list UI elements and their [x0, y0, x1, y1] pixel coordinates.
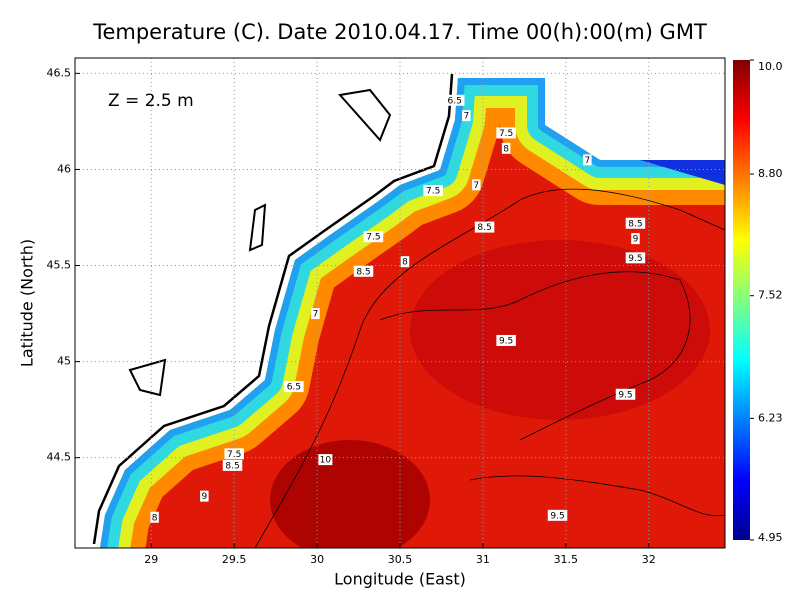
contour-label-box — [318, 454, 333, 466]
colorbar-tick-label: 8.80 — [758, 167, 783, 180]
warm-core — [410, 240, 710, 420]
y-tick-label: 44.5 — [47, 451, 72, 464]
contour-label: 7.5 — [227, 450, 241, 460]
colorbar-tick-label: 10.0 — [758, 60, 783, 73]
contour-label: 9 — [201, 492, 207, 502]
contour-label: 9.5 — [618, 390, 632, 400]
x-tick-label: 29 — [144, 553, 158, 566]
contour-label-box — [472, 179, 481, 191]
y-tick-label: 46 — [57, 162, 71, 175]
contour-label-box — [462, 110, 471, 122]
contour-label: 9 — [633, 235, 639, 245]
x-tick-label: 29.5 — [222, 553, 247, 566]
contour-label: 7.5 — [499, 129, 513, 139]
contour-line — [379, 271, 691, 441]
cold-water — [640, 160, 725, 185]
contour-label-box — [363, 231, 384, 243]
x-tick-label: 32 — [642, 553, 656, 566]
x-axis-label: Longitude (East) — [334, 570, 466, 589]
contour-label-box — [625, 217, 646, 229]
contour-label-box — [222, 459, 243, 471]
contour-label: 6.5 — [287, 383, 301, 393]
contour-label-box — [400, 256, 410, 268]
contour-label: 10 — [320, 456, 332, 466]
warm-core — [270, 440, 430, 548]
contour-label: 7.5 — [366, 233, 380, 243]
contour-label: 8.5 — [356, 267, 370, 277]
contour-label: 7 — [313, 310, 319, 320]
contour-label: 8.5 — [628, 219, 642, 229]
contour-label: 7.5 — [426, 187, 440, 197]
contour-label-box — [224, 448, 244, 460]
contour-label-box — [200, 490, 209, 502]
y-tick-label: 45.5 — [47, 259, 72, 272]
contour-label-box — [474, 221, 495, 233]
contour-label: 8 — [402, 258, 408, 268]
contour-line — [469, 475, 725, 517]
contour-label-box — [631, 233, 640, 245]
contour-label-box — [423, 185, 443, 197]
annotation: Z = 2.5 m — [108, 91, 194, 111]
coastline — [128, 88, 392, 397]
contour-label-box — [284, 381, 304, 393]
plot-area — [92, 73, 725, 548]
contour-line — [254, 188, 725, 548]
contour-label: 8.5 — [225, 461, 239, 471]
contour-label: 9.5 — [550, 511, 564, 521]
contour-label-box — [496, 334, 516, 346]
contour-label: 8.5 — [477, 223, 491, 233]
contour-label-box — [501, 142, 511, 154]
coastline — [92, 73, 454, 545]
y-tick-label: 45 — [57, 355, 71, 368]
colorbar-tick-label: 4.95 — [758, 531, 783, 544]
contour-label-box — [150, 511, 159, 523]
colorbar-tick-label: 7.52 — [758, 289, 783, 302]
contour-label-box — [615, 388, 636, 400]
title: Temperature (C). Date 2010.04.17. Time 0… — [92, 20, 707, 44]
colorbar — [733, 60, 750, 540]
contour-label: 7 — [463, 112, 469, 122]
y-axis-label: Latitude (North) — [18, 239, 37, 367]
x-tick-label: 31.5 — [554, 553, 579, 566]
contour-label: 8 — [152, 513, 158, 523]
contour-label: 6.5 — [448, 96, 462, 106]
x-tick-label: 30 — [310, 553, 324, 566]
contour-label-box — [625, 252, 646, 264]
contour-label-box — [444, 94, 465, 106]
x-tick-label: 31 — [476, 553, 490, 566]
contour-label: 8 — [503, 144, 509, 154]
y-tick-label: 46.5 — [47, 66, 72, 79]
contour-label-box — [353, 265, 374, 277]
temperature-field — [100, 78, 725, 548]
contour-label: 9.5 — [499, 336, 513, 346]
contour-label-box — [496, 127, 516, 139]
contour-label: 9.5 — [628, 254, 642, 264]
contour-label: 7 — [473, 181, 479, 191]
x-tick-label: 30.5 — [388, 553, 413, 566]
contour-label-box — [547, 509, 568, 521]
contour-label-box — [311, 308, 320, 320]
colorbar-tick-label: 6.23 — [758, 411, 783, 424]
contour-label: 7 — [585, 156, 591, 166]
contour-label-box — [583, 154, 592, 166]
